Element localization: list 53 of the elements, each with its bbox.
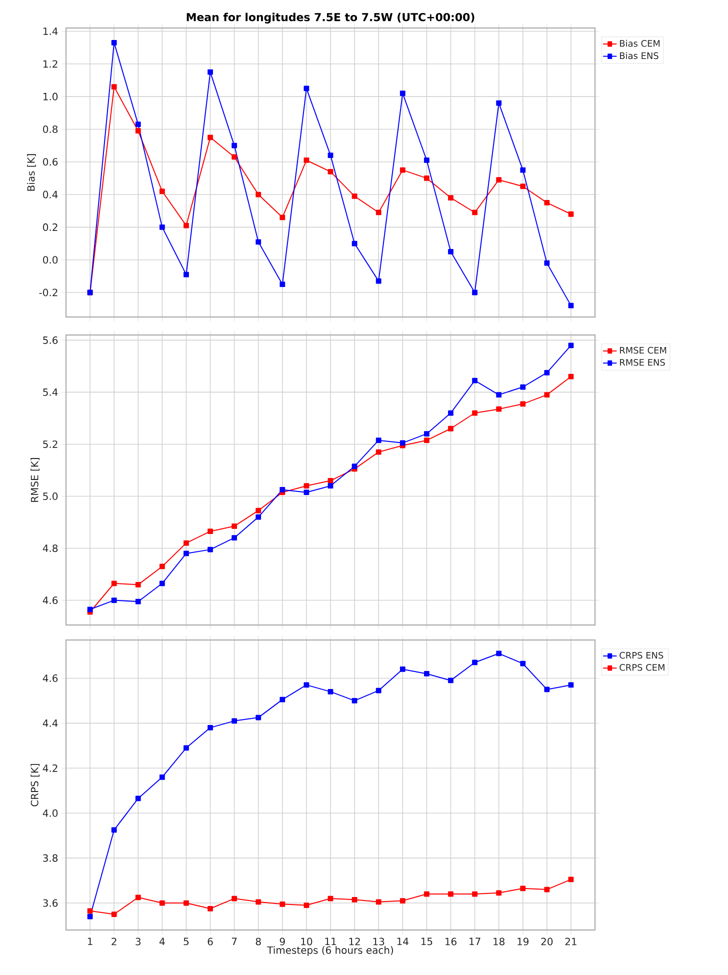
x-tick-label: 12 [349, 938, 360, 946]
y-tick-label: 4.4 [42, 720, 58, 727]
x-tick-label: 11 [325, 938, 336, 946]
y-tick-label: 5.4 [43, 388, 58, 396]
y-axis-title: RMSE [K] [30, 458, 40, 502]
legend-label: CRPS CEM [620, 664, 664, 671]
x-tick-label: 14 [397, 938, 408, 946]
x-tick-label: 4 [160, 938, 165, 946]
y-tick-label: -0.2 [39, 288, 58, 296]
x-tick-label: 21 [565, 938, 576, 946]
chart-title: Mean for longitudes 7.5E to 7.5W (UTC+00:00) [186, 12, 474, 24]
y-tick-label: 0.2 [43, 223, 58, 231]
x-tick-label: 13 [373, 938, 384, 946]
y-tick-label: 5.2 [43, 440, 58, 448]
x-tick-label: 9 [280, 938, 285, 946]
legend-label: CRPS ENS [620, 652, 664, 659]
x-tick-label: 18 [494, 938, 504, 946]
x-tick-label: 10 [301, 938, 312, 946]
y-tick-label: 5.0 [43, 492, 58, 500]
y-tick-label: 4.2 [42, 764, 58, 772]
y-tick-label: 4.8 [42, 544, 58, 552]
x-tick-label: 3 [136, 938, 141, 946]
x-tick-label: 16 [445, 938, 456, 946]
x-tick-label: 1 [88, 938, 92, 946]
x-axis-title: Timesteps (6 hours each) [267, 946, 394, 956]
legend-label: RMSE CEM [620, 346, 666, 354]
legend-label: RMSE ENS [620, 359, 665, 366]
y-axis-title: Bias [K] [27, 154, 36, 191]
y-tick-label: 0.8 [43, 125, 58, 133]
y-tick-label: 0.4 [43, 190, 58, 198]
x-tick-label: 5 [184, 938, 189, 946]
x-tick-label: 17 [470, 938, 480, 946]
x-tick-label: 7 [232, 938, 237, 946]
x-tick-label: 20 [541, 938, 553, 946]
y-tick-label: 0.0 [43, 256, 58, 264]
x-tick-label: 2 [112, 938, 116, 946]
y-tick-label: 1.2 [43, 60, 58, 68]
x-tick-label: 15 [421, 938, 432, 946]
y-tick-label: 5.6 [43, 336, 58, 344]
x-tick-label: 19 [518, 938, 529, 946]
x-tick-label: 8 [256, 938, 261, 946]
legend-label: Bias CEM [620, 40, 660, 47]
y-tick-label: 4.6 [42, 596, 58, 604]
y-tick-label: 3.8 [43, 854, 58, 862]
y-tick-label: 3.6 [43, 899, 58, 907]
y-tick-label: 4.0 [42, 809, 58, 817]
y-tick-label: 0.6 [43, 158, 58, 166]
y-axis-title: CRPS [K] [30, 764, 40, 806]
y-tick-label: 1.4 [43, 28, 58, 35]
y-tick-label: 1.0 [43, 92, 58, 100]
y-tick-label: 4.6 [42, 674, 58, 682]
legend-label: Bias ENS [620, 52, 658, 60]
x-tick-label: 6 [208, 938, 213, 946]
